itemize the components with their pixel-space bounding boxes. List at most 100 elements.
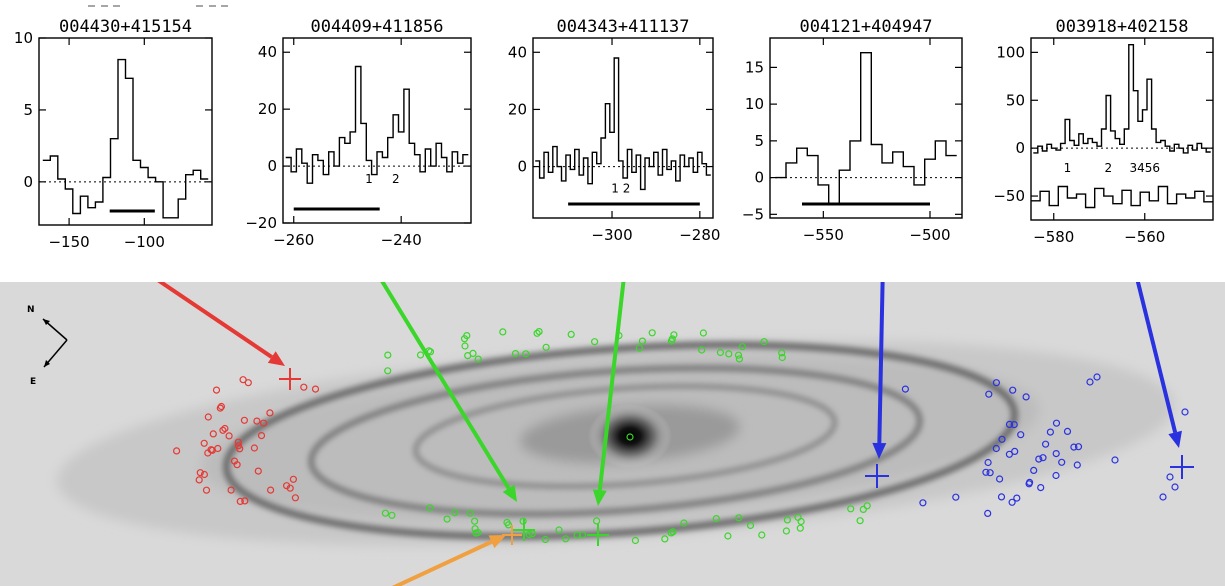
cloud-marker <box>173 447 181 455</box>
y-tick-label: 10 <box>14 29 33 47</box>
arrow-orange <box>391 535 506 586</box>
cloud-marker <box>217 402 225 411</box>
cloud-marker <box>1086 378 1094 386</box>
cloud-marker <box>590 338 599 346</box>
spectrum-line-spectrum <box>285 65 469 184</box>
cloud-marker <box>381 509 389 517</box>
cloud-marker <box>712 515 720 523</box>
spectrum-line-spectrum <box>1033 44 1211 154</box>
cloud-marker <box>1111 456 1119 464</box>
x-tick-label: −100 <box>124 233 165 251</box>
cloud-marker <box>254 467 262 475</box>
cloud-marker <box>724 532 732 540</box>
cloud-marker <box>638 337 647 345</box>
cloud-marker <box>289 475 297 483</box>
x-tick-label: −500 <box>909 226 950 244</box>
cloud-marker <box>738 343 747 351</box>
y-tick-label: 0 <box>517 158 527 176</box>
cloud-marker <box>525 530 533 538</box>
cloud-marker <box>698 346 706 354</box>
panel-title: 004343+411137 <box>556 17 689 37</box>
cloud-marker <box>195 476 203 484</box>
cloud-marker <box>1159 493 1167 501</box>
cloud-marker <box>499 328 507 336</box>
cloud-marker <box>847 505 855 513</box>
cloud-marker <box>1052 419 1061 427</box>
arrow-blue-2 <box>1135 282 1182 448</box>
cloud-marker <box>1022 393 1030 401</box>
cloud-marker <box>573 531 581 539</box>
cloud-marker <box>1037 484 1045 492</box>
cloud-marker <box>631 536 640 545</box>
spectrum-panel-1: 004430+415154 0 5 10 −150 −100 <box>14 17 213 251</box>
cloud-marker <box>986 469 994 477</box>
cloud-marker <box>244 379 252 387</box>
cloud-marker <box>992 379 1001 387</box>
cloud-marker <box>661 535 669 543</box>
x-tick-label: −260 <box>273 231 314 249</box>
spectrum-panel-4: 004121+404947 −5 0 5 10 15 −550 −500 <box>742 17 963 244</box>
cloud-marker <box>209 430 217 438</box>
cloud-marker <box>533 329 541 337</box>
cloud-marker <box>982 468 990 476</box>
cloud-marker <box>1030 466 1038 474</box>
cloud-marker <box>460 335 469 343</box>
cloud-marker <box>212 386 221 394</box>
cloud-marker <box>461 342 469 350</box>
cloud-marker <box>778 353 786 362</box>
cloud-marker <box>541 535 550 544</box>
cloud-marker <box>1008 498 1016 506</box>
spectrum-line-offset <box>1031 185 1213 209</box>
component-label: 1 2 <box>611 181 630 195</box>
cloud-marker <box>291 494 299 502</box>
cloud-marker <box>1041 440 1050 448</box>
y-tick-label: 20 <box>508 100 527 118</box>
compass-north: N <box>27 305 35 315</box>
cloud-marker <box>472 529 480 537</box>
y-tick-label: 0 <box>23 173 33 191</box>
cloud-marker <box>670 331 678 339</box>
cloud-marker <box>257 432 266 440</box>
x-tick-label: −240 <box>381 231 422 249</box>
cloud-marker <box>758 531 766 539</box>
cloud-marker <box>760 338 768 346</box>
cloud-marker <box>1181 408 1189 416</box>
spectrum-line-spectrum <box>535 57 711 191</box>
cloud-marker <box>260 419 268 427</box>
spectrum-line-spectrum <box>42 58 209 219</box>
spectrum-panel-3: 004343+411137 0 20 40 −300 −280 1 2 <box>508 17 721 244</box>
cloud-marker <box>443 515 451 523</box>
cloud-marker <box>204 413 212 421</box>
cloud-marker <box>1093 373 1101 381</box>
x-tick-label: −560 <box>1124 228 1165 246</box>
cloud-marker <box>734 351 743 359</box>
cloud-marker <box>746 521 755 529</box>
cloud-marker <box>1046 428 1055 436</box>
cloud-marker <box>1052 450 1060 458</box>
cloud-marker <box>1166 473 1174 481</box>
y-tick-label: −50 <box>993 187 1025 205</box>
cloud-marker <box>716 348 725 357</box>
cloud-marker <box>451 509 459 517</box>
cloud-marker <box>1073 461 1081 469</box>
cloud-marker <box>511 349 520 358</box>
compass-rose: N E <box>27 305 68 387</box>
cloud-marker <box>241 497 249 505</box>
cloud-marker <box>311 385 320 393</box>
cloud-marker <box>542 343 550 351</box>
cloud-marker <box>1039 454 1047 462</box>
component-label: 2 <box>392 172 400 186</box>
cloud-marker <box>466 509 474 517</box>
panel-title: 004430+415154 <box>59 17 192 37</box>
cloud-marker <box>267 486 275 494</box>
cloud-marker <box>253 417 261 425</box>
arrow-green-2 <box>592 282 626 506</box>
compass-east: E <box>30 377 36 387</box>
y-tick-label: 40 <box>258 43 277 61</box>
cloud-marker <box>725 350 733 358</box>
cloud-marker <box>856 517 864 525</box>
cloud-marker <box>250 444 258 452</box>
cloud-marker <box>384 367 392 375</box>
cloud-marker <box>669 528 677 536</box>
plot-frame <box>38 37 213 226</box>
